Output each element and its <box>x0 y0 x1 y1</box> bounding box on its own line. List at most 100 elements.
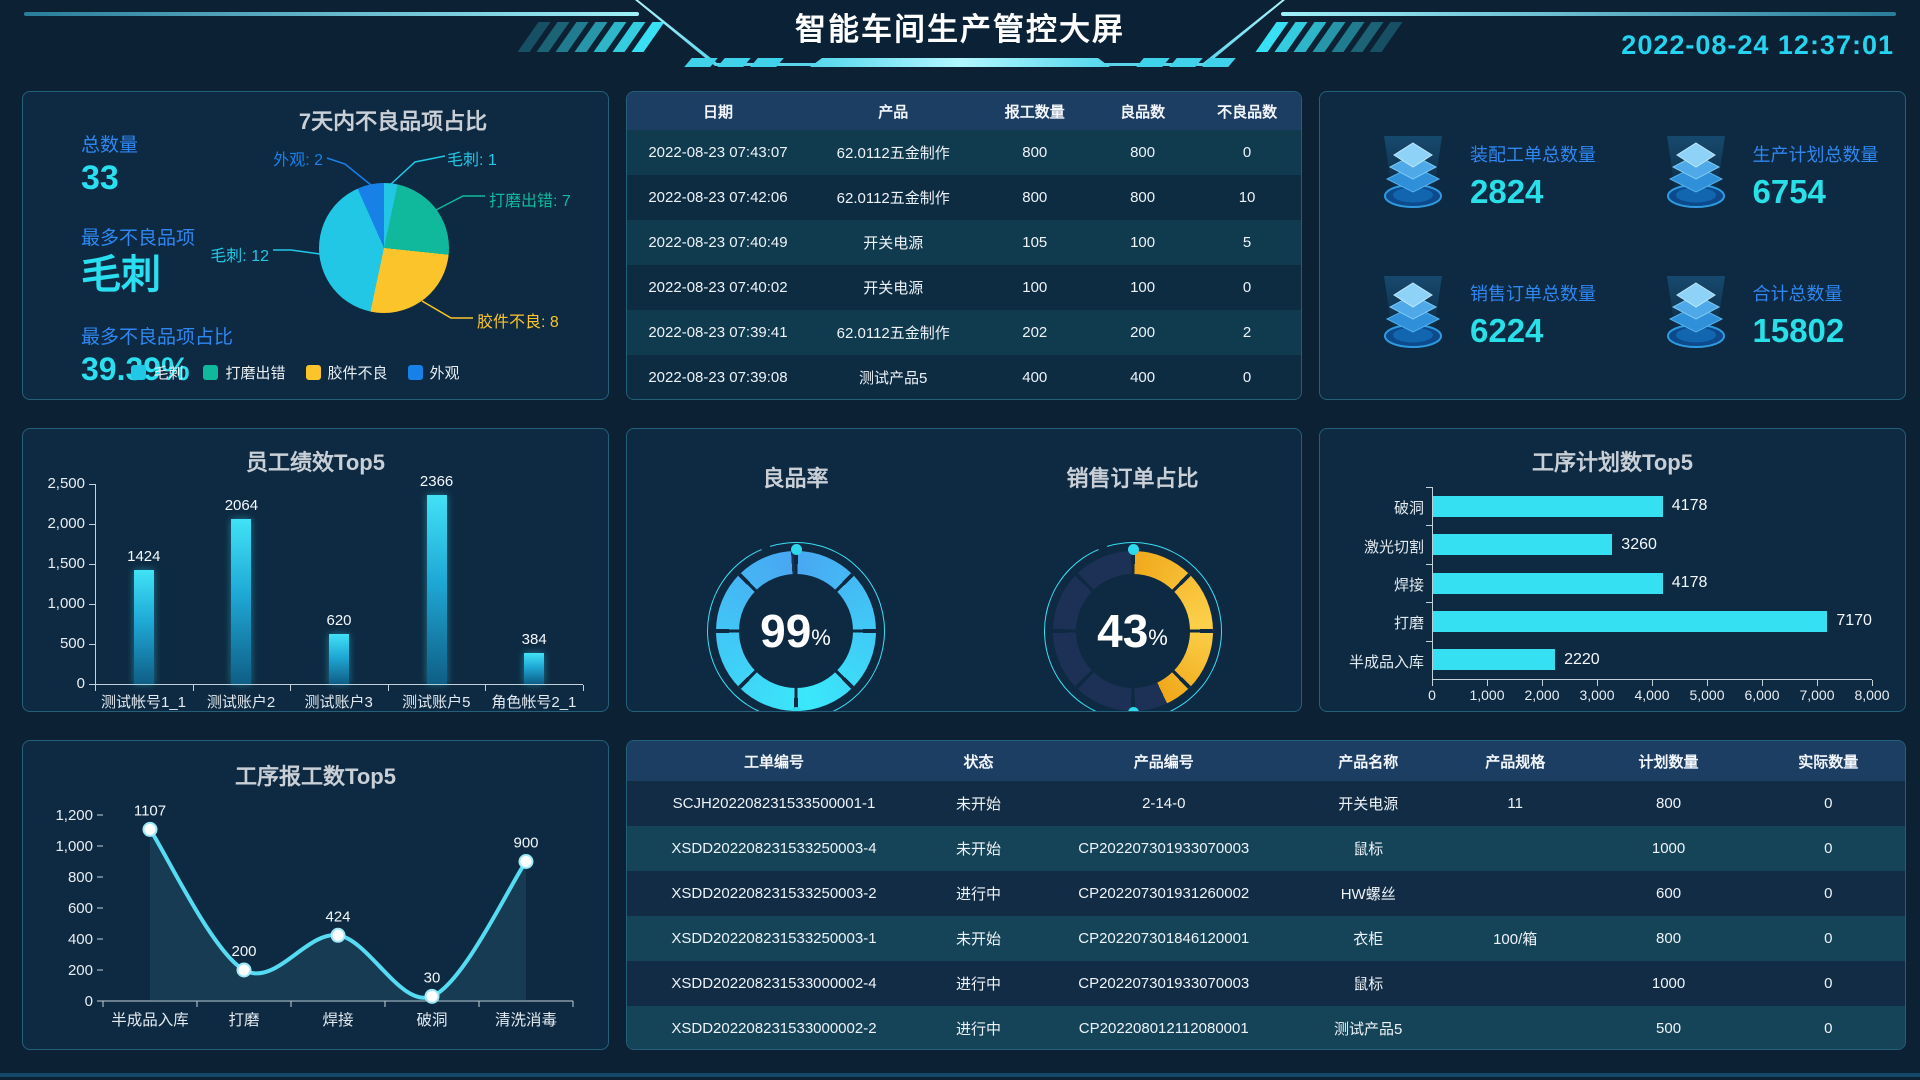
table-cell: 10 <box>1238 189 1256 206</box>
table-cell: 2022-08-23 07:40:49 <box>648 234 788 251</box>
table-cell <box>1445 961 1586 1006</box>
panel-title-staff: 员工绩效Top5 <box>246 450 385 475</box>
x-tick <box>290 685 292 691</box>
bar-value-label: 2220 <box>1564 650 1600 668</box>
x-tick-label: 0 <box>1428 687 1436 703</box>
y-tick-label: 600 <box>68 900 93 917</box>
x-tick <box>1652 680 1653 686</box>
bar-value-label: 2064 <box>224 496 259 514</box>
gauge-value: 99 <box>760 605 812 657</box>
x-category-label: 焊接 <box>322 1011 353 1029</box>
stat-label: 生产计划总数量 <box>1752 144 1879 165</box>
panel-title-line: 工序报工数Top5 <box>235 764 396 789</box>
table-cell <box>1445 826 1586 871</box>
table-row: 2022-08-23 07:42:06 62.0112五金制作 800 800 10 <box>627 175 1301 220</box>
bar-value-label: 2366 <box>419 472 454 490</box>
x-tick-label: 3,000 <box>1579 687 1615 703</box>
pie-slice-label: 外观: 2 <box>273 152 323 169</box>
bar <box>1433 649 1556 671</box>
table-body: SCJH202208231533500001-1 未开始 2-14-0 开关电源 11 8… <box>627 781 1905 1049</box>
x-category-label: 破洞 <box>416 1011 447 1029</box>
bar-value-label: 4178 <box>1671 497 1708 515</box>
line-area-fill <box>150 829 526 1001</box>
x-tick-label: 4,000 <box>1634 687 1670 703</box>
panel-process-plan: 工序计划数Top5 破洞 4178 激光切割 3260 焊接 4178 打磨 7170 半成品入… <box>1319 428 1906 712</box>
x-category-label: 清洗消毒 <box>495 1011 557 1029</box>
y-tick-label: 0 <box>76 675 85 692</box>
table-cell: 进行中 <box>955 886 1001 903</box>
pie-slice-label: 打磨出错: 7 <box>489 193 571 210</box>
table-cell: 0 <box>1824 975 1833 992</box>
bar <box>1433 495 1663 517</box>
table-body: 2022-08-23 07:43:07 62.0112五金制作 800 800 0 202… <box>627 130 1301 399</box>
y-tick <box>1426 563 1432 565</box>
bar <box>231 518 252 684</box>
column-header: 实际数量 <box>1751 741 1905 781</box>
header: 智能车间生产管控大屏 2022-08-24 12:37:01 <box>0 0 1920 90</box>
panel-defect-ratio: 7天内不良品项占比 总数量33最多不良品项毛刺最多不良品项占比39.39% 毛刺… <box>22 91 609 400</box>
panel-title-plan: 工序计划数Top5 <box>1532 450 1693 475</box>
stat-card: 生产计划总数量 6754 <box>1613 106 1896 246</box>
legend-label: 毛刺 <box>153 365 184 382</box>
pie-slice-label: 毛刺: 12 <box>210 248 269 265</box>
table-head: 工单编号 状态 产品编号 产品名称 产品规格 计划数量 实际数量 <box>627 741 1905 781</box>
table-row: 2022-08-23 07:43:07 62.0112五金制作 800 800 0 <box>627 130 1301 175</box>
layers-icon <box>1384 275 1442 348</box>
defect-stats: 总数量33最多不良品项毛刺最多不良品项占比39.39% <box>81 130 233 399</box>
table-row: XSDD202208231533250003-4 未开始 CP20220730193… <box>627 826 1905 871</box>
y-category-label: 破洞 <box>1393 500 1424 518</box>
table-cell: 100 <box>1022 279 1048 296</box>
stat-text: 销售订单总数量 6224 <box>1470 280 1596 350</box>
table-cell: 0 <box>1824 885 1833 902</box>
table-cell: 鼠标 <box>1353 976 1384 993</box>
x-category-label: 角色帐号2_1 <box>491 694 577 711</box>
bar-value-label: 620 <box>326 612 352 630</box>
legend-swatch <box>131 365 147 380</box>
report-line-chart: 0 200 400 600 800 1,000 1,200 1107 半成品入库 200 打磨 424… <box>55 802 574 1029</box>
table-cell: 2022-08-23 07:39:08 <box>648 369 788 386</box>
table-cell: 400 <box>1022 369 1048 386</box>
x-category-label: 打磨 <box>228 1011 259 1029</box>
y-tick-label: 0 <box>85 993 93 1010</box>
defect-stat-value: 毛刺 <box>81 252 161 297</box>
layers-icon <box>1384 136 1442 209</box>
table-cell: 进行中 <box>955 976 1001 993</box>
table-cell: 800 <box>1130 144 1156 161</box>
table-cell: 800 <box>1022 189 1048 206</box>
table-cell: 未开始 <box>955 796 1001 813</box>
gauge-value: 43 <box>1097 605 1149 657</box>
point-value-label: 900 <box>513 835 538 852</box>
x-tick-label: 2,000 <box>1524 687 1560 703</box>
table-cell: CP202208012112080001 <box>1078 1020 1249 1037</box>
column-header: 计划数量 <box>1585 741 1752 781</box>
column-header: 不良品数 <box>1193 92 1301 130</box>
title-banner: 智能车间生产管控大屏 <box>635 0 1285 66</box>
gauge-unit: % <box>1148 625 1168 650</box>
point-value-label: 200 <box>231 943 256 960</box>
table-cell: 2022-08-23 07:39:41 <box>648 324 788 341</box>
table-cell: 2022-08-23 07:42:06 <box>648 189 788 206</box>
layers-icon <box>1666 136 1725 209</box>
table-cell: 62.0112五金制作 <box>836 145 950 162</box>
gauge-hole <box>738 574 853 688</box>
clock: 2022-08-24 12:37:01 <box>1621 30 1894 60</box>
table-cell: 1000 <box>1651 840 1686 857</box>
table-cell: 0 <box>1824 1020 1833 1037</box>
stat-value: 6224 <box>1470 312 1544 350</box>
x-tick-label: 6,000 <box>1744 687 1780 703</box>
panel-title-good-rate: 良品率 <box>762 466 829 491</box>
stat-label: 销售订单总数量 <box>1470 284 1596 305</box>
x-tick <box>1762 680 1763 686</box>
column-header: 工单编号 <box>627 741 921 781</box>
table-cell: XSDD202208231533250003-1 <box>671 930 877 947</box>
stat-value: 6754 <box>1752 172 1826 210</box>
stat-card: 合计总数量 15802 <box>1613 246 1896 386</box>
table-cell: 未开始 <box>955 931 1001 948</box>
staff-bar-chart: 0 500 1,000 1,500 2,000 2,500 1424 测试帐号1_1 2064 测… <box>23 429 608 711</box>
x-tick-label: 7,000 <box>1799 687 1835 703</box>
column-header: 日期 <box>627 92 809 130</box>
page-title: 智能车间生产管控大屏 <box>795 12 1125 47</box>
table-cell: 11 <box>1507 795 1523 812</box>
defect-stat: 最多不良品项 毛刺 <box>81 223 233 296</box>
